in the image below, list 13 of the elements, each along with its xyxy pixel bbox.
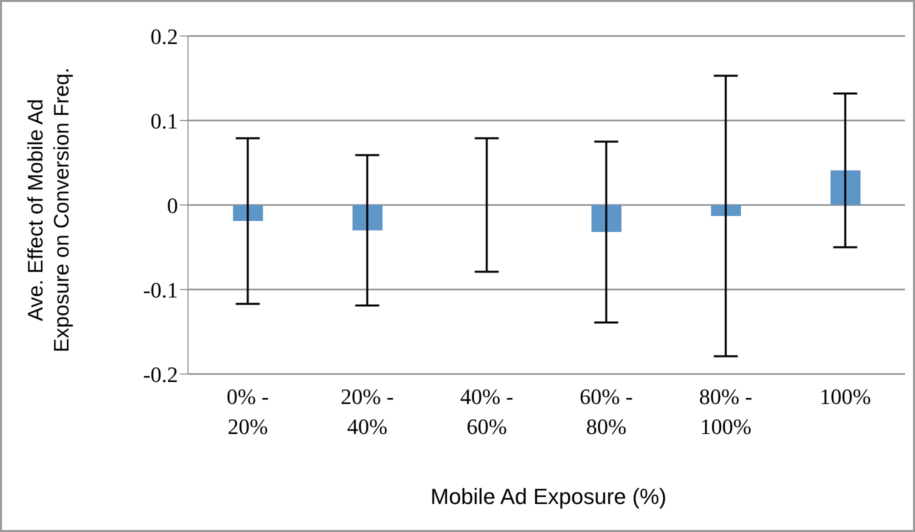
y-tick-label: -0.2	[143, 362, 178, 387]
x-tick-label: 100%	[820, 384, 871, 409]
x-axis-title: Mobile Ad Exposure (%)	[430, 484, 668, 510]
y-axis-title: Ave. Effect of Mobile Ad Exposure on Conversion Freq.	[23, 67, 74, 352]
y-tick-label: 0	[167, 192, 178, 218]
y-tick-label: 0.2	[150, 24, 178, 49]
x-tick-label: 0% - 20%	[226, 384, 269, 439]
y-tick-label: 0.1	[150, 108, 178, 134]
x-tick-label: 20% - 40%	[340, 384, 394, 439]
x-tick-label: 60% - 80%	[580, 384, 633, 439]
x-tick-label: 80% - 100%	[699, 384, 752, 439]
y-tick-label: -0.1	[143, 277, 178, 302]
x-tick-label: 40% - 60%	[460, 384, 514, 439]
